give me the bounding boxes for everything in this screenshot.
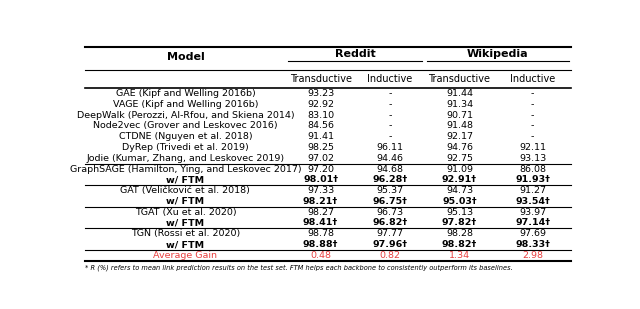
Text: 94.46: 94.46	[376, 154, 403, 163]
Text: w/ FTM: w/ FTM	[166, 218, 204, 227]
Text: TGN (Rossi et al. 2020): TGN (Rossi et al. 2020)	[131, 229, 240, 238]
Text: 91.48: 91.48	[446, 121, 473, 130]
Text: 91.09: 91.09	[446, 165, 473, 174]
Text: Average Gain: Average Gain	[154, 251, 218, 260]
Text: 96.11: 96.11	[376, 143, 403, 152]
Text: 98.78: 98.78	[307, 229, 334, 238]
Text: 92.17: 92.17	[446, 132, 473, 141]
Text: Inductive: Inductive	[367, 74, 413, 84]
Text: GraphSAGE (Hamilton, Ying, and Leskovec 2017): GraphSAGE (Hamilton, Ying, and Leskovec …	[70, 165, 301, 174]
Text: 86.08: 86.08	[519, 165, 546, 174]
Text: 92.75: 92.75	[446, 154, 473, 163]
Text: 91.93†: 91.93†	[515, 176, 550, 184]
Text: -: -	[388, 100, 392, 109]
Text: DeepWalk (Perozzi, Al-Rfou, and Skiena 2014): DeepWalk (Perozzi, Al-Rfou, and Skiena 2…	[77, 111, 294, 120]
Text: 97.33: 97.33	[307, 186, 334, 195]
Text: 93.54†: 93.54†	[515, 197, 550, 206]
Text: 97.02: 97.02	[307, 154, 334, 163]
Text: 97.82†: 97.82†	[442, 218, 477, 227]
Text: 84.56: 84.56	[307, 121, 334, 130]
Text: Model: Model	[166, 52, 204, 62]
Text: 96.73: 96.73	[376, 208, 404, 217]
Text: 97.77: 97.77	[376, 229, 403, 238]
Text: 94.76: 94.76	[446, 143, 473, 152]
Text: -: -	[531, 132, 534, 141]
Text: 98.27: 98.27	[307, 208, 334, 217]
Text: 98.33†: 98.33†	[515, 240, 550, 249]
Text: -: -	[531, 89, 534, 98]
Text: 92.92: 92.92	[307, 100, 334, 109]
Text: 91.44: 91.44	[446, 89, 473, 98]
Text: 95.37: 95.37	[376, 186, 404, 195]
Text: -: -	[388, 111, 392, 120]
Text: CTDNE (Nguyen et al. 2018): CTDNE (Nguyen et al. 2018)	[118, 132, 252, 141]
Text: Wikipedia: Wikipedia	[467, 49, 529, 59]
Text: 98.41†: 98.41†	[303, 218, 338, 227]
Text: Node2vec (Grover and Leskovec 2016): Node2vec (Grover and Leskovec 2016)	[93, 121, 278, 130]
Text: 96.82†: 96.82†	[372, 218, 408, 227]
Text: 83.10: 83.10	[307, 111, 334, 120]
Text: -: -	[388, 132, 392, 141]
Text: Jodie (Kumar, Zhang, and Leskovec 2019): Jodie (Kumar, Zhang, and Leskovec 2019)	[86, 154, 284, 163]
Text: 98.01†: 98.01†	[303, 176, 338, 184]
Text: * R (%) refers to mean link prediction results on the test set. FTM helps each b: * R (%) refers to mean link prediction r…	[85, 264, 513, 271]
Text: 97.20: 97.20	[307, 165, 334, 174]
Text: -: -	[531, 111, 534, 120]
Text: 97.96†: 97.96†	[372, 240, 408, 249]
Text: 98.21†: 98.21†	[303, 197, 338, 206]
Text: 97.69: 97.69	[519, 229, 546, 238]
Text: 96.75†: 96.75†	[372, 197, 408, 206]
Text: 91.27: 91.27	[519, 186, 546, 195]
Text: -: -	[388, 89, 392, 98]
Text: 95.03†: 95.03†	[442, 197, 477, 206]
Text: 94.68: 94.68	[376, 165, 403, 174]
Text: 97.14†: 97.14†	[515, 218, 550, 227]
Text: 98.82†: 98.82†	[442, 240, 477, 249]
Text: GAE (Kipf and Welling 2016b): GAE (Kipf and Welling 2016b)	[116, 89, 255, 98]
Text: 0.82: 0.82	[380, 251, 401, 260]
Text: w/ FTM: w/ FTM	[166, 240, 204, 249]
Text: 98.28: 98.28	[446, 229, 473, 238]
Text: TGAT (Xu et al. 2020): TGAT (Xu et al. 2020)	[134, 208, 236, 217]
Text: Inductive: Inductive	[510, 74, 556, 84]
Text: 93.13: 93.13	[519, 154, 546, 163]
Text: GAT (Veličković et al. 2018): GAT (Veličković et al. 2018)	[120, 186, 250, 195]
Text: 93.23: 93.23	[307, 89, 334, 98]
Text: 0.48: 0.48	[310, 251, 331, 260]
Text: -: -	[531, 100, 534, 109]
Text: 93.97: 93.97	[519, 208, 546, 217]
Text: w/ FTM: w/ FTM	[166, 197, 204, 206]
Text: Transductive: Transductive	[428, 74, 490, 84]
Text: 1.34: 1.34	[449, 251, 470, 260]
Text: Reddit: Reddit	[335, 49, 376, 59]
Text: 92.91†: 92.91†	[442, 176, 477, 184]
Text: 92.11: 92.11	[519, 143, 546, 152]
Text: Transductive: Transductive	[289, 74, 351, 84]
Text: -: -	[531, 121, 534, 130]
Text: 2.98: 2.98	[522, 251, 543, 260]
Text: w/ FTM: w/ FTM	[166, 176, 204, 184]
Text: 91.34: 91.34	[446, 100, 473, 109]
Text: VAGE (Kipf and Welling 2016b): VAGE (Kipf and Welling 2016b)	[113, 100, 258, 109]
Text: 95.13: 95.13	[446, 208, 473, 217]
Text: 91.41: 91.41	[307, 132, 334, 141]
Text: DyRep (Trivedi et al. 2019): DyRep (Trivedi et al. 2019)	[122, 143, 249, 152]
Text: 94.73: 94.73	[446, 186, 473, 195]
Text: 98.25: 98.25	[307, 143, 334, 152]
Text: 98.88†: 98.88†	[303, 240, 339, 249]
Text: -: -	[388, 121, 392, 130]
Text: 90.71: 90.71	[446, 111, 473, 120]
Text: 96.28†: 96.28†	[372, 176, 408, 184]
